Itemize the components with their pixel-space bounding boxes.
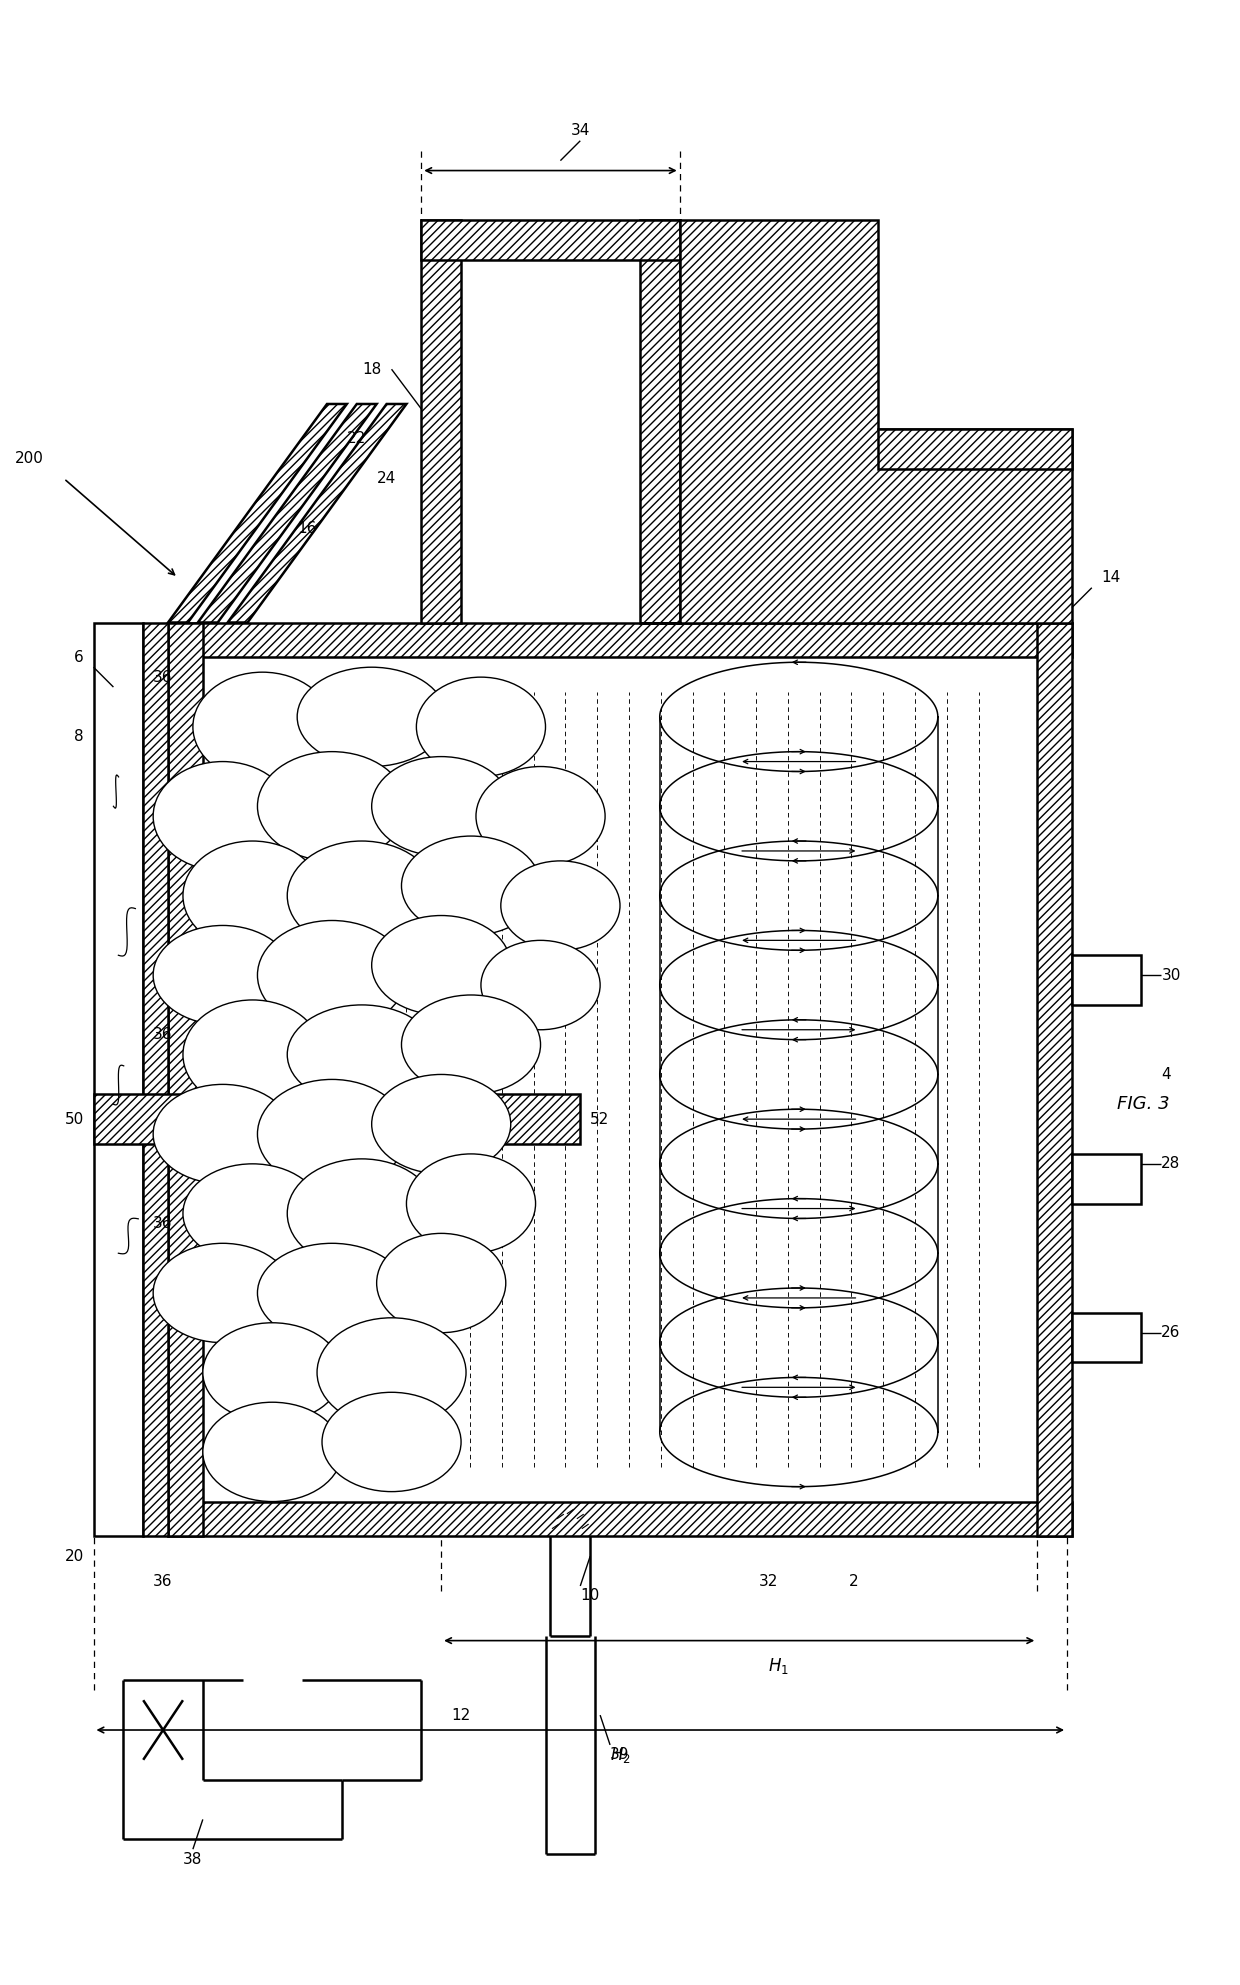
Ellipse shape [258,1243,407,1342]
Ellipse shape [476,766,605,865]
Polygon shape [422,220,680,260]
Polygon shape [228,405,407,623]
Ellipse shape [377,1233,506,1332]
Text: 36: 36 [154,1574,172,1588]
Text: 12: 12 [451,1707,470,1723]
Polygon shape [169,623,1071,657]
Ellipse shape [288,842,436,951]
Text: 26: 26 [1162,1326,1180,1340]
Text: FIG. 3: FIG. 3 [1117,1096,1169,1114]
Ellipse shape [317,1318,466,1427]
Ellipse shape [288,1159,436,1268]
Bar [1071,1312,1142,1362]
Text: 16: 16 [298,520,316,536]
Ellipse shape [402,994,541,1094]
Ellipse shape [258,752,407,861]
Bar [1071,955,1142,1004]
Text: 52: 52 [590,1112,609,1127]
Text: 50: 50 [64,1112,83,1127]
Ellipse shape [372,756,511,856]
Ellipse shape [322,1391,461,1491]
Text: 36: 36 [154,669,172,685]
Ellipse shape [154,925,293,1024]
Text: 14: 14 [1102,570,1121,586]
Text: 39: 39 [610,1747,630,1763]
Polygon shape [1037,623,1071,1536]
Ellipse shape [298,667,446,766]
Polygon shape [144,623,169,1536]
Ellipse shape [417,677,546,776]
Polygon shape [169,623,203,1536]
Ellipse shape [258,921,407,1030]
Ellipse shape [407,1153,536,1253]
Ellipse shape [203,1322,342,1421]
Text: 34: 34 [570,123,590,139]
Polygon shape [169,1501,1071,1536]
Text: $\mathit{H}_1$: $\mathit{H}_1$ [769,1655,790,1675]
Ellipse shape [184,1000,322,1110]
Ellipse shape [402,836,541,935]
Ellipse shape [154,762,293,871]
Ellipse shape [154,1243,293,1342]
Text: 24: 24 [377,470,396,486]
Ellipse shape [501,861,620,951]
Text: $\mathit{H}_2$: $\mathit{H}_2$ [610,1745,630,1765]
Text: 22: 22 [347,431,366,447]
Text: 10: 10 [580,1588,599,1604]
Text: 200: 200 [15,451,43,466]
Ellipse shape [372,915,511,1014]
Ellipse shape [193,673,332,782]
Ellipse shape [288,1004,436,1104]
Polygon shape [878,429,1071,468]
Text: 32: 32 [759,1574,779,1588]
Ellipse shape [184,1163,322,1262]
Text: 36: 36 [154,1217,172,1231]
Ellipse shape [154,1084,293,1183]
Text: 30: 30 [1162,967,1180,983]
Bar [93,623,144,1536]
Polygon shape [640,220,680,623]
Text: 18: 18 [362,361,382,377]
Polygon shape [169,405,347,623]
Ellipse shape [481,941,600,1030]
Polygon shape [198,405,377,623]
Text: 20: 20 [64,1548,83,1564]
Polygon shape [640,220,1071,623]
Bar [1071,1153,1142,1203]
Polygon shape [422,220,461,623]
Ellipse shape [184,842,322,951]
Ellipse shape [372,1074,511,1173]
Text: 2: 2 [848,1574,858,1588]
Text: 38: 38 [184,1852,202,1866]
Ellipse shape [203,1401,342,1501]
Text: 6: 6 [74,649,83,665]
Text: 8: 8 [74,728,83,744]
Text: 28: 28 [1162,1157,1180,1171]
Ellipse shape [258,1080,407,1189]
Polygon shape [93,1094,580,1143]
Text: 4: 4 [1162,1068,1171,1082]
Text: 36: 36 [154,1026,172,1042]
